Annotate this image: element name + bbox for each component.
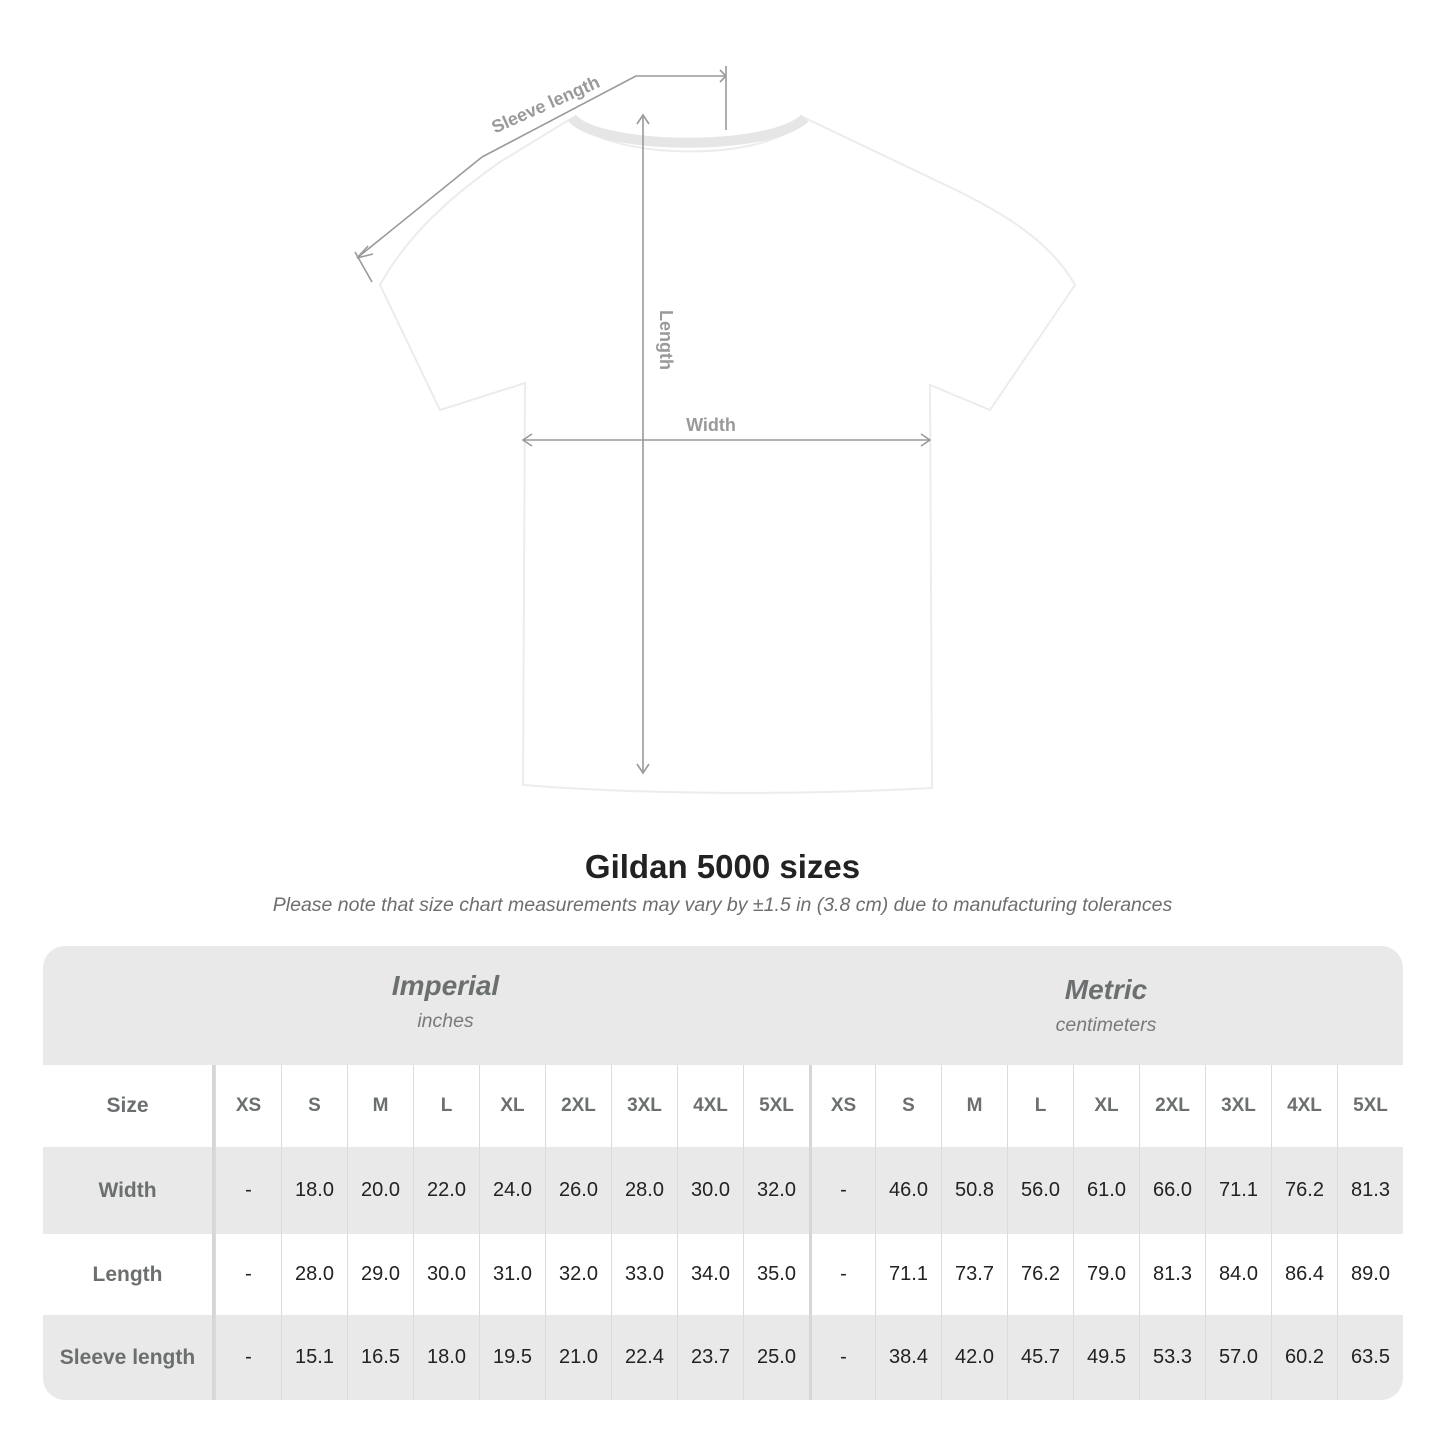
metric-value-cell: 53.3 [1139, 1315, 1205, 1400]
metric-value-cell: 45.7 [1007, 1315, 1073, 1400]
imperial-value-cell: 30.0 [413, 1234, 479, 1315]
metric-value-cell: 66.0 [1139, 1147, 1205, 1234]
metric-value-cell: 84.0 [1205, 1234, 1271, 1315]
metric-title: Metric [1064, 974, 1148, 1005]
imperial-size-3xl: 3XL [611, 1065, 677, 1147]
table-row: Width -18.0 20.0 22.0 24.0 26.0 28.0 30.0 32.0-4… [43, 1147, 1403, 1234]
metric-value-cell: 81.3 [1337, 1147, 1403, 1234]
tshirt-collar [568, 114, 809, 148]
chart-title: Gildan 5000 sizes [584, 848, 861, 885]
size-table: Imperial inches Metric centimeters Size X… [43, 946, 1403, 1400]
metric-value-cell: 76.2 [1007, 1234, 1073, 1315]
imperial-value-cell: 32.0 [545, 1234, 611, 1315]
table-row: Sleeve length -15.1 16.5 18.0 19.5 21.0 22.4 23… [43, 1315, 1403, 1400]
imperial-value-cell: - [215, 1234, 281, 1315]
metric-size-2xl: 2XL [1139, 1065, 1205, 1147]
row-label: Width [43, 1147, 215, 1234]
imperial-value-cell: 22.4 [611, 1315, 677, 1400]
metric-value-cell: 56.0 [1007, 1147, 1073, 1234]
metric-value-cell: - [809, 1147, 875, 1234]
measure-lines [354, 66, 932, 775]
metric-value-cell: 42.0 [941, 1315, 1007, 1400]
metric-value-cell: 60.2 [1271, 1315, 1337, 1400]
metric-size-xl: XL [1073, 1065, 1139, 1147]
imperial-value-cell: 23.7 [677, 1315, 743, 1400]
metric-value-cell: 49.5 [1073, 1315, 1139, 1400]
imperial-value-cell: 28.0 [611, 1147, 677, 1234]
imperial-value-cell: 18.0 [413, 1315, 479, 1400]
imperial-size-m: M [347, 1065, 413, 1147]
imperial-value-cell: 30.0 [677, 1147, 743, 1234]
metric-header: Metric centimeters [809, 974, 1403, 1037]
imperial-value-cell: - [215, 1147, 281, 1234]
size-label: Size [43, 1065, 215, 1147]
imperial-value-cell: 16.5 [347, 1315, 413, 1400]
imperial-value-cell: - [215, 1315, 281, 1400]
imperial-value-cell: 22.0 [413, 1147, 479, 1234]
system-header-band: Imperial inches Metric centimeters [43, 946, 1403, 1065]
metric-size-3xl: 3XL [1205, 1065, 1271, 1147]
imperial-size-2xl: 2XL [545, 1065, 611, 1147]
imperial-value-cell: 34.0 [677, 1234, 743, 1315]
metric-size-xs: XS [809, 1065, 875, 1147]
metric-value-cell: 71.1 [875, 1234, 941, 1315]
imperial-value-cell: 31.0 [479, 1234, 545, 1315]
imperial-size-l: L [413, 1065, 479, 1147]
imperial-header: Imperial inches [215, 970, 676, 1033]
imperial-size-xl: XL [479, 1065, 545, 1147]
metric-value-cell: - [809, 1315, 875, 1400]
metric-value-cell: 38.4 [875, 1315, 941, 1400]
metric-value-cell: - [809, 1234, 875, 1315]
tshirt-shape [378, 116, 1077, 794]
metric-value-cell: 81.3 [1139, 1234, 1205, 1315]
tolerance-note: Please note that size chart measurements… [272, 894, 1173, 916]
metric-value-cell: 86.4 [1271, 1234, 1337, 1315]
metric-value-cell: 57.0 [1205, 1315, 1271, 1400]
width-label: Width [686, 415, 736, 435]
tshirt-diagram: Sleeve length Length Width [354, 66, 1077, 794]
row-label: Sleeve length [43, 1315, 215, 1400]
metric-size-l: L [1007, 1065, 1073, 1147]
imperial-size-4xl: 4XL [677, 1065, 743, 1147]
imperial-value-cell: 18.0 [281, 1147, 347, 1234]
metric-size-s: S [875, 1065, 941, 1147]
metric-unit: centimeters [1055, 1014, 1157, 1036]
metric-size-m: M [941, 1065, 1007, 1147]
imperial-value-cell: 15.1 [281, 1315, 347, 1400]
imperial-value-cell: 21.0 [545, 1315, 611, 1400]
imperial-value-cell: 20.0 [347, 1147, 413, 1234]
length-label: Length [656, 310, 676, 370]
imperial-unit: inches [417, 1010, 474, 1032]
metric-value-cell: 73.7 [941, 1234, 1007, 1315]
imperial-size-xs: XS [215, 1065, 281, 1147]
metric-size-5xl: 5XL [1337, 1065, 1403, 1147]
imperial-value-cell: 33.0 [611, 1234, 677, 1315]
imperial-value-cell: 35.0 [743, 1234, 809, 1315]
table-row: Length -28.0 29.0 30.0 31.0 32.0 33.0 34.0 35.0-… [43, 1234, 1403, 1315]
imperial-title: Imperial [391, 970, 500, 1001]
metric-value-cell: 61.0 [1073, 1147, 1139, 1234]
metric-value-cell: 79.0 [1073, 1234, 1139, 1315]
metric-size-4xl: 4XL [1271, 1065, 1337, 1147]
metric-value-cell: 46.0 [875, 1147, 941, 1234]
imperial-value-cell: 25.0 [743, 1315, 809, 1400]
imperial-size-5xl: 5XL [743, 1065, 809, 1147]
metric-value-cell: 89.0 [1337, 1234, 1403, 1315]
imperial-value-cell: 24.0 [479, 1147, 545, 1234]
imperial-value-cell: 28.0 [281, 1234, 347, 1315]
metric-value-cell: 71.1 [1205, 1147, 1271, 1234]
metric-value-cell: 76.2 [1271, 1147, 1337, 1234]
imperial-value-cell: 29.0 [347, 1234, 413, 1315]
imperial-value-cell: 19.5 [479, 1315, 545, 1400]
metric-value-cell: 50.8 [941, 1147, 1007, 1234]
sleeve-measure-line [356, 156, 483, 259]
imperial-value-cell: 32.0 [743, 1147, 809, 1234]
imperial-size-s: S [281, 1065, 347, 1147]
metric-value-cell: 63.5 [1337, 1315, 1403, 1400]
row-label: Length [43, 1234, 215, 1315]
size-header-row: Size XS S M L XL 2XL 3XL 4XL 5XL XS S M L XL 2XL 3XL 4XL 5… [43, 1065, 1403, 1147]
imperial-value-cell: 26.0 [545, 1147, 611, 1234]
